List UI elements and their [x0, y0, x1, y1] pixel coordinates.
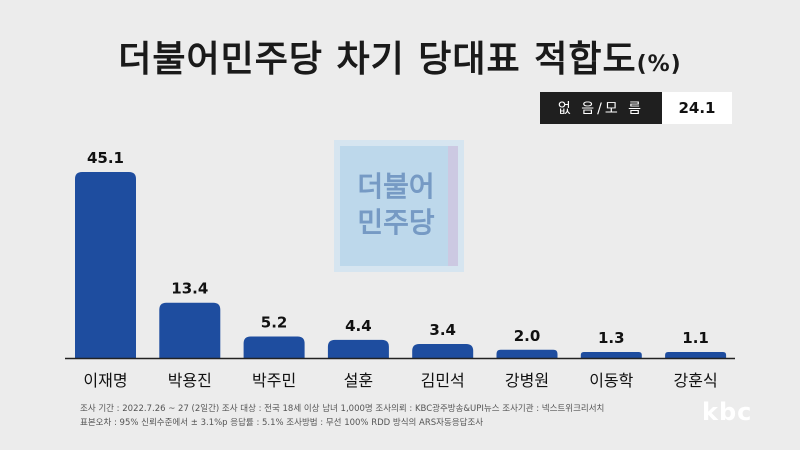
logo-line-1: 더불어 — [357, 170, 434, 203]
footnote-line-2: 표본오차 : 95% 신뢰수준에서 ± 3.1%p 응답률 : 5.1% 조사방… — [80, 418, 484, 428]
bar-3 — [327, 339, 389, 358]
no-response-box: 없 음/모 름 24.1 — [540, 92, 732, 124]
bar-5 — [496, 349, 558, 358]
bar-7 — [665, 352, 727, 358]
logo-line-2: 민주당 — [357, 206, 435, 239]
category-label-5: 강병원 — [505, 371, 549, 390]
value-label-0: 45.1 — [87, 149, 124, 167]
title-text: 더불어민주당 차기 당대표 적합도 — [118, 39, 637, 80]
bar-6 — [580, 352, 642, 358]
value-label-1: 13.4 — [171, 280, 208, 298]
category-label-6: 이동학 — [589, 371, 633, 390]
value-label-3: 4.4 — [345, 317, 372, 335]
category-label-7: 강훈식 — [674, 371, 718, 390]
bar-2 — [243, 336, 305, 358]
no-response-value: 24.1 — [662, 92, 732, 124]
footnote-line-1: 조사 기간 : 2022.7.26 ~ 27 (2일간) 조사 대상 : 전국 … — [80, 404, 605, 414]
survey-footnote: 조사 기간 : 2022.7.26 ~ 27 (2일간) 조사 대상 : 전국 … — [80, 402, 680, 430]
category-label-2: 박주민 — [252, 371, 296, 390]
bar-4 — [412, 343, 474, 358]
bar-0 — [75, 172, 136, 358]
value-label-4: 3.4 — [429, 321, 456, 339]
bar-1 — [159, 302, 221, 358]
chart-title: 더불어민주당 차기 당대표 적합도(%) — [0, 30, 800, 82]
category-label-4: 김민석 — [421, 371, 465, 390]
value-label-5: 2.0 — [514, 327, 541, 345]
value-label-2: 5.2 — [261, 314, 288, 332]
title-unit: (%) — [636, 52, 682, 77]
category-label-1: 박용진 — [168, 371, 212, 390]
value-label-6: 1.3 — [598, 329, 625, 347]
category-label-0: 이재명 — [83, 371, 127, 390]
party-logo-watermark: 더불어 민주당 — [334, 140, 464, 272]
kbc-logo: kbc — [702, 398, 753, 426]
category-label-3: 설훈 — [344, 371, 373, 390]
value-label-7: 1.1 — [682, 329, 709, 347]
no-response-label: 없 음/모 름 — [540, 92, 662, 124]
